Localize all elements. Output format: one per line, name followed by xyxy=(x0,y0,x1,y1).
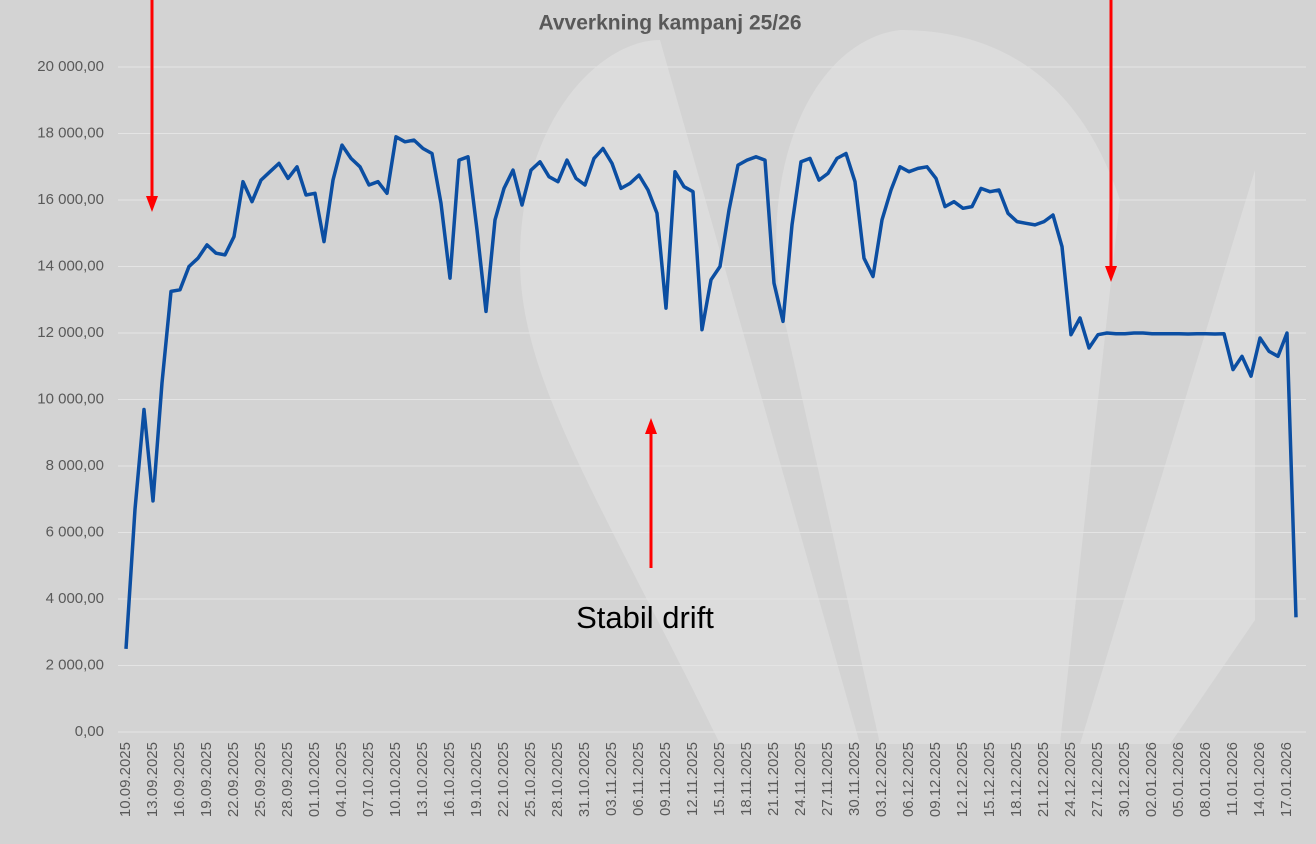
x-tick-label: 12.12.2025 xyxy=(954,742,971,817)
x-tick-label: 25.10.2025 xyxy=(522,742,539,817)
x-tick-label: 30.11.2025 xyxy=(846,742,863,816)
line xyxy=(124,135,1298,650)
x-tick-label: 04.10.2025 xyxy=(333,742,350,817)
x-tick-label: 03.11.2025 xyxy=(603,742,620,816)
x-tick-label: 05.01.2026 xyxy=(1170,742,1187,817)
x-tick-label: 21.11.2025 xyxy=(765,742,782,816)
x-tick-label: 22.09.2025 xyxy=(225,742,242,817)
x-tick-label: 22.10.2025 xyxy=(495,742,512,817)
x-tick-label: 02.01.2026 xyxy=(1143,742,1160,817)
y-tick-label: 20 000,00 xyxy=(37,58,104,75)
x-tick-label: 12.11.2025 xyxy=(684,742,701,816)
x-tick-label: 25.09.2025 xyxy=(252,742,269,817)
y-tick-label: 2 000,00 xyxy=(46,656,104,673)
x-tick-label: 16.10.2025 xyxy=(441,742,458,817)
x-tick-label: 27.11.2025 xyxy=(819,742,836,816)
x-tick-label: 19.10.2025 xyxy=(468,742,485,817)
x-tick-label: 31.10.2025 xyxy=(576,742,593,817)
chart-title: Avverkning kampanj 25/26 xyxy=(538,12,801,35)
x-tick-label: 18.12.2025 xyxy=(1008,742,1025,817)
x-tick-label: 11.01.2026 xyxy=(1224,742,1241,816)
y-tick-label: 16 000,00 xyxy=(37,191,104,208)
arrow-head xyxy=(146,196,158,212)
x-tick-label: 17.01.2026 xyxy=(1278,742,1295,817)
x-tick-label: 24.11.2025 xyxy=(792,742,809,816)
y-tick-label: 14 000,00 xyxy=(37,257,104,274)
x-tick-label: 10.10.2025 xyxy=(387,742,404,817)
watermark-shape xyxy=(776,30,1120,744)
annotation: Stabil drift xyxy=(576,600,714,635)
x-tick-label: 24.12.2025 xyxy=(1062,742,1079,817)
y-tick-label: 12 000,00 xyxy=(37,324,104,341)
y-tick-label: 8 000,00 xyxy=(46,457,104,474)
x-tick-label: 08.01.2026 xyxy=(1197,742,1214,817)
y-tick-label: 10 000,00 xyxy=(37,390,104,407)
x-tick-label: 09.12.2025 xyxy=(927,742,944,817)
x-tick-label: 03.12.2025 xyxy=(873,742,890,817)
x-tick-label: 06.11.2025 xyxy=(630,742,647,816)
y-tick-label: 6 000,00 xyxy=(46,523,104,540)
x-tick-label: 06.12.2025 xyxy=(900,742,917,817)
y-tick-label: 18 000,00 xyxy=(37,124,104,141)
x-tick-label: 15.12.2025 xyxy=(981,742,998,817)
watermark-shape xyxy=(520,40,860,744)
arrows xyxy=(146,0,1117,568)
plot: 0,00 2 000,00 4 000,00 6 000,00 8 000,00 10 0… xyxy=(37,58,1306,817)
x-tick-label: 15.11.2025 xyxy=(711,742,728,816)
x-tick-label: 13.10.2025 xyxy=(414,742,431,817)
x-tick-label: 21.12.2025 xyxy=(1035,742,1052,817)
watermark xyxy=(520,30,1255,744)
x-tick-label: 09.11.2025 xyxy=(657,742,674,816)
arrow-head xyxy=(1105,266,1117,282)
x-tick-label: 28.09.2025 xyxy=(279,742,296,817)
x-tick-label: 07.10.2025 xyxy=(360,742,377,817)
x-tick-label: 13.09.2025 xyxy=(144,742,161,817)
x-tick-label: 14.01.2026 xyxy=(1251,742,1268,817)
x-tick-label: 19.09.2025 xyxy=(198,742,215,817)
x-tick-label: 16.09.2025 xyxy=(171,742,188,817)
x-tick-label: 10.09.2025 xyxy=(117,742,134,817)
x-tick-label: 18.11.2025 xyxy=(738,742,755,816)
x-tick-label: 28.10.2025 xyxy=(549,742,566,817)
arrow-head xyxy=(645,418,657,434)
x-tick-label: 27.12.2025 xyxy=(1089,742,1106,817)
y-tick-label: 4 000,00 xyxy=(46,590,104,607)
x-tick-label: 30.12.2025 xyxy=(1116,742,1133,817)
y-tick-label: 0,00 xyxy=(75,723,104,740)
x-tick-label: 01.10.2025 xyxy=(306,742,323,817)
watermark-shape xyxy=(1080,170,1255,744)
